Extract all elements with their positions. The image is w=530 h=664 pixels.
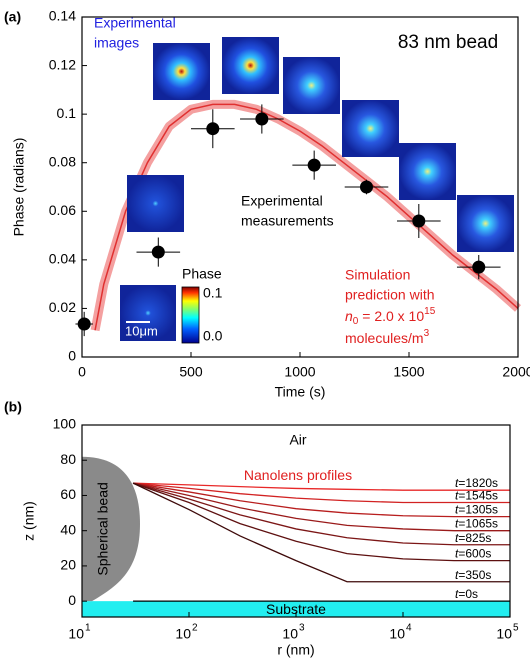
scale-bar-label: 10μm — [125, 323, 158, 338]
annotation: molecules/m3 — [345, 328, 430, 346]
y-tick-label: 0.12 — [49, 56, 76, 72]
x-tick-label: 1500 — [393, 364, 424, 380]
plot-frame — [81, 424, 511, 618]
annotation: Substrate — [266, 601, 326, 617]
y-axis-label: Phase (radians) — [11, 138, 27, 237]
y-tick-label: 0.14 — [49, 8, 76, 24]
annotation-part: 0 — [353, 316, 359, 327]
profile-line — [132, 482, 510, 518]
annotation: measurements — [241, 213, 334, 229]
data-point — [412, 214, 426, 228]
y-tick-label: 0.04 — [49, 251, 76, 267]
panel-label: (b) — [4, 399, 22, 415]
x-tick-exponent: 4 — [406, 623, 412, 634]
y-tick-label: 60 — [60, 486, 76, 502]
annotation-part: n — [345, 308, 353, 324]
colorbar — [181, 286, 200, 344]
y-tick-label: 0.1 — [57, 105, 77, 121]
data-point — [151, 245, 165, 259]
panel-b: (b) Substrate Spherical bead Air Nanolens pr… — [4, 399, 519, 658]
colorbar-label: Phase — [182, 266, 222, 282]
series-label: t=600s — [455, 547, 491, 561]
image — [127, 175, 184, 232]
simulation-label: Simulation prediction with n0 = 2.0 x 10… — [345, 267, 436, 346]
x-tick-exponent: 2 — [192, 623, 198, 634]
annotation-part: 3 — [424, 328, 430, 339]
x-axis-label: r (nm) — [277, 642, 314, 658]
bead — [82, 456, 140, 602]
colorbar-tick: 0.1 — [203, 285, 223, 301]
x-tick-label: 0 — [78, 364, 86, 380]
y-tick-label: 0 — [68, 348, 76, 364]
chart-title: Nanolens profiles — [244, 467, 352, 483]
x-tick-label: 1000 — [284, 364, 315, 380]
x-axis-label: Time (s) — [275, 384, 326, 400]
x-tick-label: 10 — [496, 626, 512, 642]
data-point — [307, 158, 321, 172]
data-point — [255, 112, 269, 126]
annotation: images — [94, 35, 139, 51]
image — [120, 285, 176, 341]
series-label: t=825s — [455, 531, 491, 545]
x-tick-exponent: 5 — [513, 623, 519, 634]
image — [399, 143, 456, 200]
x-tick-label: 10 — [389, 626, 405, 642]
profile-line — [132, 482, 510, 583]
data-point — [472, 260, 486, 274]
annotation: n0 = 2.0 x 1015 — [345, 306, 436, 327]
y-axis-label: z (nm) — [21, 501, 37, 541]
annotation: Spherical bead — [95, 482, 111, 575]
annotation-part: 15 — [424, 306, 436, 317]
series-label: t=1065s — [455, 517, 498, 531]
panel-label: (a) — [4, 9, 21, 25]
y-tick-label: 80 — [60, 451, 76, 467]
x-tick-label: 2000 — [502, 364, 530, 380]
y-tick-label: 100 — [53, 416, 77, 432]
profile-line — [132, 482, 510, 504]
annotation: Air — [289, 432, 306, 448]
image — [283, 57, 340, 114]
y-tick-label: 0.06 — [49, 202, 76, 218]
series-label: t=1820s — [455, 476, 498, 490]
x-tick-label: 10 — [282, 626, 298, 642]
y-tick-label: 0 — [68, 592, 76, 608]
image — [457, 195, 514, 252]
profile-line — [132, 482, 510, 532]
series-label: t=1305s — [455, 503, 498, 517]
annotation: Experimental — [94, 15, 176, 31]
y-tick-label: 40 — [60, 521, 76, 537]
profile-line — [133, 482, 510, 491]
y-tick-label: 0.02 — [49, 299, 76, 315]
x-tick-exponent: 3 — [299, 623, 305, 634]
series-label: t=1545s — [455, 489, 498, 503]
data-point — [359, 180, 373, 194]
chart-title: 83 nm bead — [398, 32, 498, 53]
panel-a: (a) 83 nm bead Experimental images Experimen… — [4, 8, 530, 400]
data-point — [206, 122, 220, 136]
simulation-line — [94, 103, 519, 331]
series-label: t=350s — [455, 568, 491, 582]
annotation-part: molecules/m — [345, 330, 424, 346]
series-label: t=0s — [455, 587, 478, 601]
image — [153, 43, 210, 100]
image — [342, 100, 399, 157]
profile-line — [132, 482, 510, 562]
annotation: Experimental — [241, 193, 323, 209]
y-tick-label: 0.08 — [49, 153, 76, 169]
x-tick-label: 10 — [175, 626, 191, 642]
x-tick-label: 500 — [179, 364, 203, 380]
annotation-part: = 2.0 x 10 — [358, 308, 424, 324]
x-tick-label: 10 — [68, 626, 84, 642]
y-tick-label: 20 — [60, 557, 76, 573]
profile-line — [132, 482, 510, 546]
colorbar-tick: 0.0 — [203, 328, 223, 344]
image — [222, 37, 279, 94]
annotation: Simulation — [345, 267, 410, 283]
x-tick-exponent: 1 — [85, 623, 91, 634]
data-point — [77, 317, 91, 331]
annotation: prediction with — [345, 287, 435, 303]
